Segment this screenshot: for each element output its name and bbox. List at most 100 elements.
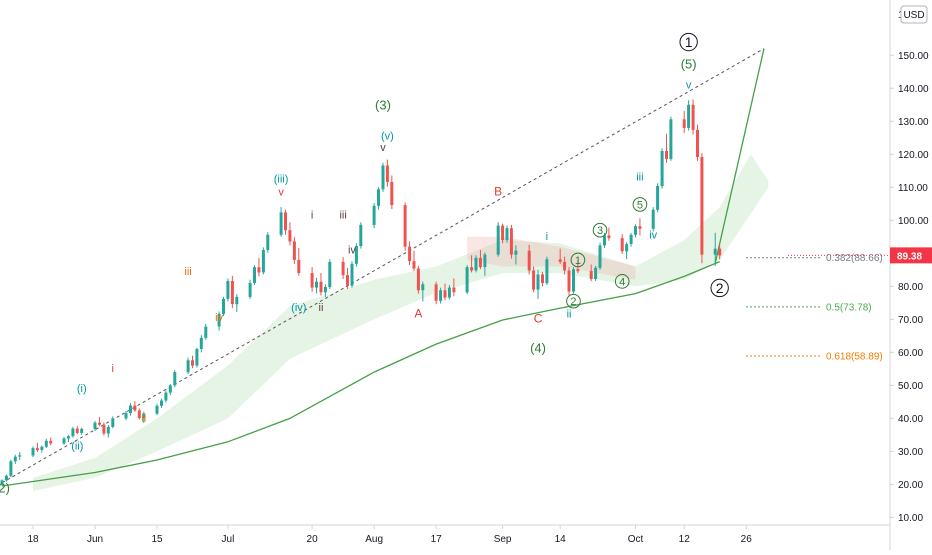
- candle-body: [403, 205, 407, 247]
- wave-circle: [614, 274, 630, 289]
- candle-body: [470, 267, 474, 271]
- wave-circle-label: 3: [597, 225, 603, 237]
- candle-body: [359, 224, 363, 246]
- candle-body: [412, 261, 416, 269]
- candle-body: [572, 269, 575, 292]
- candle-body: [261, 250, 265, 273]
- candle-body: [164, 392, 168, 401]
- wave-label: (iii): [274, 173, 289, 185]
- candle-body: [346, 275, 349, 286]
- candle-body: [594, 267, 598, 279]
- candle-body: [71, 428, 75, 437]
- candle-body: [341, 261, 345, 276]
- candle-body: [625, 244, 629, 252]
- y-tick-label: 40.00: [898, 414, 923, 425]
- candle-body: [124, 413, 128, 419]
- wave-label: (5): [681, 56, 697, 71]
- candle-body: [226, 281, 230, 299]
- candle-body: [629, 234, 633, 244]
- y-tick-label: 120.00: [898, 150, 929, 161]
- candle-body: [687, 104, 691, 128]
- candle-body: [44, 440, 48, 447]
- x-tick-label: 14: [555, 534, 567, 545]
- wave-label: iv: [649, 229, 657, 241]
- candle-body: [133, 405, 137, 411]
- candle-body: [536, 274, 540, 290]
- wave-circle-label: 2: [570, 296, 576, 308]
- x-tick-label: Sep: [494, 534, 512, 545]
- fib-level-label: 0.5(73.78): [826, 302, 872, 313]
- candle-body: [496, 225, 500, 255]
- x-tick-label: 12: [679, 534, 691, 545]
- candle-body: [665, 151, 668, 159]
- wave-label: (ii): [71, 441, 83, 453]
- candle-body: [691, 104, 695, 130]
- candle-body: [142, 413, 146, 418]
- candle-body: [62, 438, 66, 444]
- candle-body: [13, 456, 17, 462]
- candle-body: [700, 156, 704, 255]
- candle-body: [634, 226, 637, 235]
- wave-circle-label: 4: [619, 276, 625, 288]
- candle-body: [160, 400, 163, 406]
- x-tick-label: Oct: [628, 534, 644, 545]
- candle-body: [452, 287, 456, 293]
- candle-body: [253, 267, 256, 283]
- candle-body: [439, 290, 443, 301]
- candle-body: [9, 461, 13, 476]
- candle-body: [682, 119, 686, 128]
- candle-body: [98, 422, 101, 425]
- candle-body: [102, 424, 106, 434]
- y-tick-label: 130.00: [898, 117, 929, 128]
- candle-body: [483, 254, 487, 268]
- wave-label: v: [278, 187, 284, 199]
- y-tick-label: 20.00: [898, 480, 923, 491]
- candle-body: [199, 337, 203, 349]
- currency-badge: [900, 5, 928, 24]
- x-tick-label: 17: [431, 534, 443, 545]
- y-tick-label: 10.00: [898, 513, 923, 524]
- candle-body: [204, 326, 208, 338]
- y-tick-label: 140.00: [898, 84, 929, 95]
- candle-body: [576, 269, 580, 272]
- wave-label: (3): [375, 98, 391, 113]
- candle-body: [514, 250, 518, 255]
- candle-body: [66, 436, 70, 439]
- candle-body: [567, 270, 571, 292]
- candle-body: [416, 268, 420, 291]
- candle-body: [501, 225, 505, 241]
- wave-label: (i): [77, 383, 87, 395]
- candle-body: [478, 257, 482, 268]
- candle-body: [372, 205, 376, 225]
- candle-body: [315, 281, 318, 288]
- y-tick-label: 60.00: [898, 348, 923, 359]
- x-tick-label: 20: [307, 534, 319, 545]
- candle-body: [465, 267, 469, 293]
- candle-body: [651, 209, 655, 229]
- candle-body: [350, 263, 354, 286]
- y-tick-label: 100.00: [898, 216, 929, 227]
- wave-label: (2): [0, 481, 10, 496]
- candle-body: [292, 241, 296, 260]
- candle-body: [447, 287, 451, 298]
- candle-body: [354, 246, 358, 264]
- wave-label: (4): [530, 340, 546, 355]
- wave-label: (iv): [291, 302, 306, 314]
- candle-body: [434, 284, 438, 301]
- wave-circle-label: 1: [575, 255, 581, 267]
- candle-body: [80, 428, 84, 433]
- candle-body: [377, 189, 380, 206]
- candle-body: [589, 271, 593, 279]
- candle-body: [620, 238, 624, 252]
- candle-body: [186, 360, 190, 373]
- candle-body: [297, 259, 301, 274]
- candle-body: [598, 245, 602, 268]
- y-tick-label: 80.00: [898, 282, 923, 293]
- candle-body: [257, 267, 261, 273]
- candle-body: [323, 287, 327, 293]
- candle-body: [545, 259, 549, 284]
- candle-body: [558, 259, 562, 262]
- candle-body: [168, 385, 172, 393]
- last-price-label: 89.38: [897, 251, 922, 262]
- candle-body: [284, 212, 287, 231]
